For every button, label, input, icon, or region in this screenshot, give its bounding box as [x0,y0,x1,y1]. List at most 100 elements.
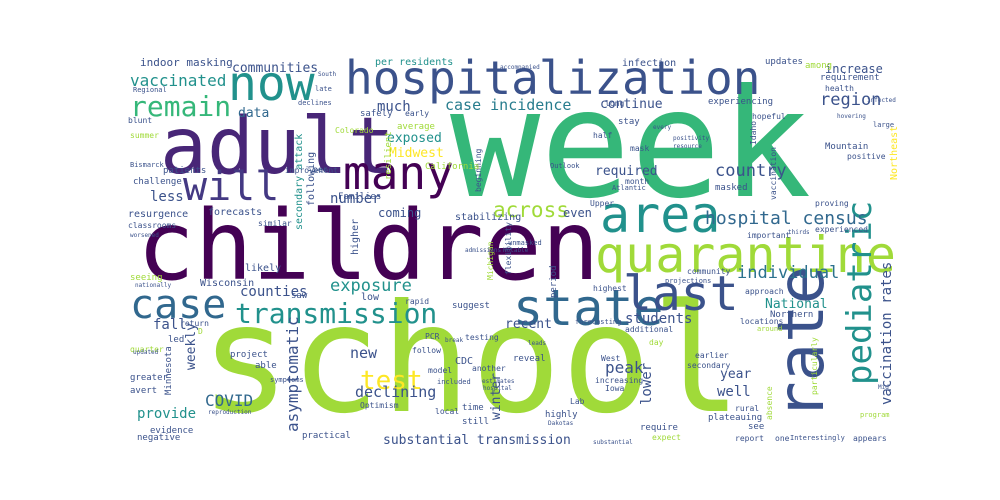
word-substantial: substantial [593,439,633,446]
word-another: another [472,364,506,373]
word-per: per [313,165,328,174]
word-will: will [183,164,280,210]
word-state: state [513,279,664,337]
word-suggest: suggest [452,301,490,311]
word-evidence: evidence [150,426,194,436]
word-forecasts: forecasts [208,207,263,218]
word-reproduction: reproduction [208,409,252,416]
word-coming: coming [378,206,422,220]
word-cloud: school week children adult hospitalizati… [125,50,900,450]
word-year: year [720,367,752,382]
word-pcr: PCR [425,332,440,341]
word-provide: provide [137,406,197,422]
word-likely: likely [245,263,282,274]
word-improvement: improvement [285,166,338,175]
word-nationally: nationally [135,282,172,289]
word-safely: safely [360,109,393,119]
word-country: country [715,161,787,181]
word-patients: patients [163,166,207,176]
word-children: children [137,190,600,302]
word-mountain: Mountain [825,142,869,152]
word-one: one [775,434,790,443]
word-national: National [765,297,828,312]
word-west: West [601,354,621,363]
word-counties: counties [240,284,308,300]
word-locations: locations [740,317,784,326]
word-experiencing: experiencing [708,97,774,107]
word-exposure: exposure [330,276,412,296]
word-area: area [600,186,721,244]
word-local: local [435,407,460,416]
word-important: important [747,231,791,240]
word-northern: Northern [770,310,814,320]
word-month: month [625,177,650,186]
word-idaho: Idaho [749,120,758,145]
word-admissions: admissions [465,247,502,254]
word-low: low [361,292,380,303]
word-wisconsin: Wisconsin [200,278,255,289]
word-stabilizing: stabilizing [455,212,522,223]
word-half: half [593,131,613,140]
word-classrooms: classrooms [128,221,177,230]
word-challenge: challenge [133,177,182,187]
word-cdc: CDC [455,356,474,367]
word-negative: negative [137,433,181,443]
word-resurgence: resurgence [128,209,189,220]
word-per-residents: per residents [375,57,454,68]
word-saw: saw [291,291,308,301]
word-infected: infected [867,97,896,104]
word-northeast: Northeast [889,125,900,180]
word-mid: Mid [878,384,889,391]
word-substantial-transmission: substantial transmission [383,433,571,448]
word-secondary-attack: secondary attack [294,133,305,230]
word-week: week [450,58,812,232]
word-greater: greater [130,373,168,383]
word-region: region [820,90,882,110]
word-blunt: blunt [128,116,153,125]
word-adult: adult [160,102,395,192]
word-test: test [360,366,423,396]
word-led: led [168,335,185,345]
word-rural: rural [735,404,760,413]
word-less: less [150,189,184,205]
word-iowa: Iowa [605,384,625,393]
word-leads: leads [528,340,547,347]
word-colorado: Colorado [335,126,374,135]
word-worsened: worsened [130,232,159,239]
word-symptoms: symptoms [270,376,304,384]
word-forecasting: forecasting [575,318,622,326]
word-rapid: rapid [405,297,430,306]
word-plateauing: plateauing [708,413,763,423]
word-break: break [445,337,464,344]
word-south: South [318,71,337,78]
word-vaccinated: vaccinated [130,71,227,90]
word-appears: appears [853,434,887,443]
word-number: number [330,191,381,207]
word-higher: higher [350,218,361,255]
word-declines: declines [298,99,332,107]
word-california: California [425,162,480,172]
word-experienced: experienced [815,225,868,234]
word-stay: stay [618,117,640,127]
word-reveal: reveal [513,354,546,364]
word-health: health [825,84,854,93]
word-d: D [198,327,203,336]
word-follow: follow [412,346,441,355]
word-community: community [687,267,731,276]
word-upper: Upper [590,199,615,208]
word-peak: peak [605,358,644,377]
word-families: Families [338,192,382,202]
word-case-incidence: case incidence [445,96,572,114]
word-atlantic: Atlantic [612,184,646,192]
word-program: program [860,411,890,419]
word-resource: resource [673,143,702,150]
word-mask: mask [630,144,650,153]
word-around: around [757,325,783,333]
word-many: many [343,146,454,200]
word-time: time [462,403,484,413]
word-recent: recent [505,317,552,332]
word-vaccination: vaccination [769,147,778,200]
word-day: day [649,338,664,347]
word-hospital: hospital [483,385,512,392]
word-data: data [238,106,270,121]
